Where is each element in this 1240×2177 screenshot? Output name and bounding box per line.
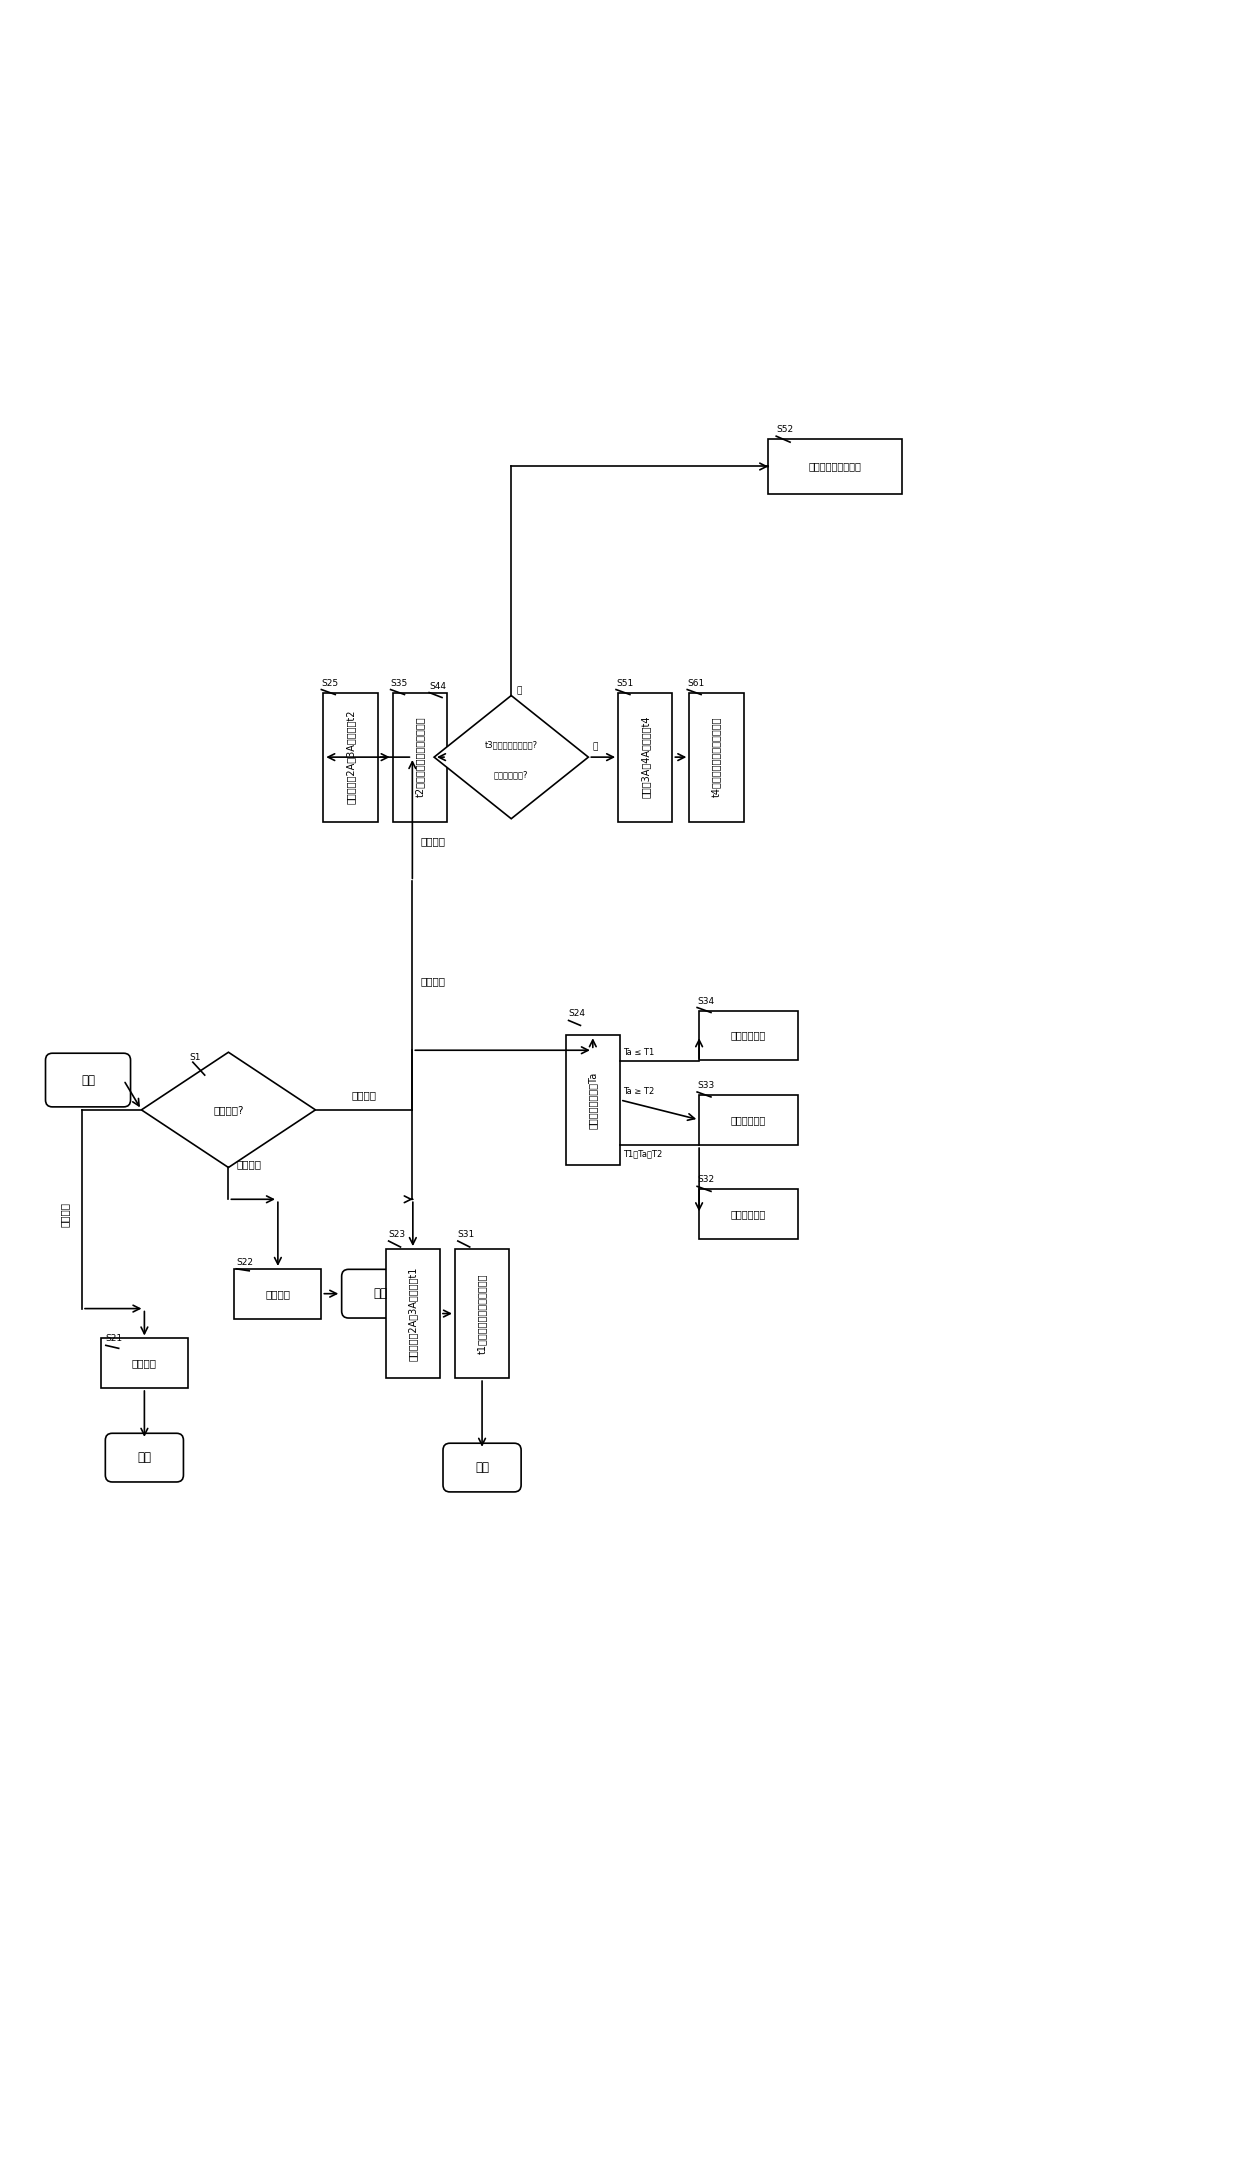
FancyBboxPatch shape [105, 1432, 184, 1483]
Text: S52: S52 [776, 425, 794, 433]
Text: S1: S1 [188, 1054, 201, 1062]
Text: S22: S22 [237, 1258, 253, 1267]
Text: 保持前一刻状态运行: 保持前一刻状态运行 [808, 462, 862, 472]
Text: T1＜Ta＜T2: T1＜Ta＜T2 [622, 1149, 662, 1158]
FancyBboxPatch shape [46, 1054, 130, 1106]
FancyBboxPatch shape [699, 1189, 799, 1239]
Text: 进入通风模式: 进入通风模式 [730, 1208, 766, 1219]
Text: S21: S21 [105, 1335, 123, 1343]
FancyBboxPatch shape [386, 1250, 440, 1378]
Text: 进入制热模式: 进入制热模式 [730, 1030, 766, 1041]
Text: S33: S33 [697, 1082, 714, 1091]
FancyBboxPatch shape [699, 1095, 799, 1145]
Text: 除湿模式: 除湿模式 [237, 1160, 262, 1169]
Polygon shape [141, 1051, 315, 1167]
Text: 结束: 结束 [475, 1461, 489, 1474]
Text: S24: S24 [569, 1010, 585, 1019]
FancyBboxPatch shape [689, 692, 744, 821]
Polygon shape [434, 694, 588, 819]
FancyBboxPatch shape [443, 1443, 521, 1491]
Text: S51: S51 [616, 679, 634, 688]
Text: S35: S35 [391, 679, 408, 688]
FancyBboxPatch shape [699, 1010, 799, 1060]
Text: S44: S44 [429, 681, 446, 690]
FancyBboxPatch shape [618, 692, 672, 821]
Text: 进入制冷模式: 进入制冷模式 [730, 1115, 766, 1126]
Text: 制热模式: 制热模式 [420, 836, 445, 847]
Text: 结束: 结束 [138, 1452, 151, 1465]
Text: 制冷模式: 制冷模式 [351, 1091, 377, 1099]
Text: S23: S23 [388, 1230, 405, 1239]
Text: 正常运行: 正常运行 [131, 1358, 157, 1367]
Text: S31: S31 [458, 1230, 475, 1239]
Text: S34: S34 [697, 997, 714, 1006]
FancyBboxPatch shape [769, 440, 901, 494]
FancyBboxPatch shape [342, 1269, 420, 1317]
Text: S61: S61 [687, 679, 704, 688]
FancyBboxPatch shape [324, 692, 378, 821]
FancyBboxPatch shape [100, 1339, 188, 1389]
Text: t4时间后外机以正常转速运行: t4时间后外机以正常转速运行 [712, 716, 722, 797]
Text: t2时间后外机以正常转速运行: t2时间后外机以正常转速运行 [414, 716, 425, 797]
Text: 运行模式?: 运行模式? [213, 1106, 244, 1115]
Text: S25: S25 [321, 679, 339, 688]
Text: 开始: 开始 [81, 1073, 95, 1086]
FancyBboxPatch shape [393, 692, 446, 821]
Text: 以及化霜结束?: 以及化霜结束? [494, 771, 528, 779]
Text: 正常运行: 正常运行 [265, 1289, 290, 1300]
Text: t3时间后是否在化霜?: t3时间后是否在化霜? [485, 740, 538, 749]
Text: 是: 是 [593, 742, 598, 751]
Text: 外机以3A或4A转速运行t4: 外机以3A或4A转速运行t4 [640, 716, 650, 799]
Text: S32: S32 [697, 1176, 714, 1184]
Text: 检测室内环境温度Ta: 检测室内环境温度Ta [588, 1071, 598, 1128]
Text: 通风模式: 通风模式 [60, 1202, 69, 1226]
Text: 外机以转速2A或3A持续运行t2: 外机以转速2A或3A持续运行t2 [346, 710, 356, 803]
FancyBboxPatch shape [234, 1269, 321, 1319]
FancyBboxPatch shape [455, 1250, 510, 1378]
Text: 否: 否 [516, 686, 522, 694]
Text: 外机以转速2A或3A持续运行t1: 外机以转速2A或3A持续运行t1 [408, 1267, 418, 1361]
Text: 结束: 结束 [373, 1287, 388, 1300]
Text: t1时间后外机以正常转速运行: t1时间后外机以正常转速运行 [477, 1274, 487, 1354]
FancyBboxPatch shape [565, 1036, 620, 1165]
Text: Ta ≥ T2: Ta ≥ T2 [622, 1086, 655, 1095]
Text: 自动模式: 自动模式 [420, 975, 445, 986]
Text: Ta ≤ T1: Ta ≤ T1 [622, 1047, 655, 1058]
